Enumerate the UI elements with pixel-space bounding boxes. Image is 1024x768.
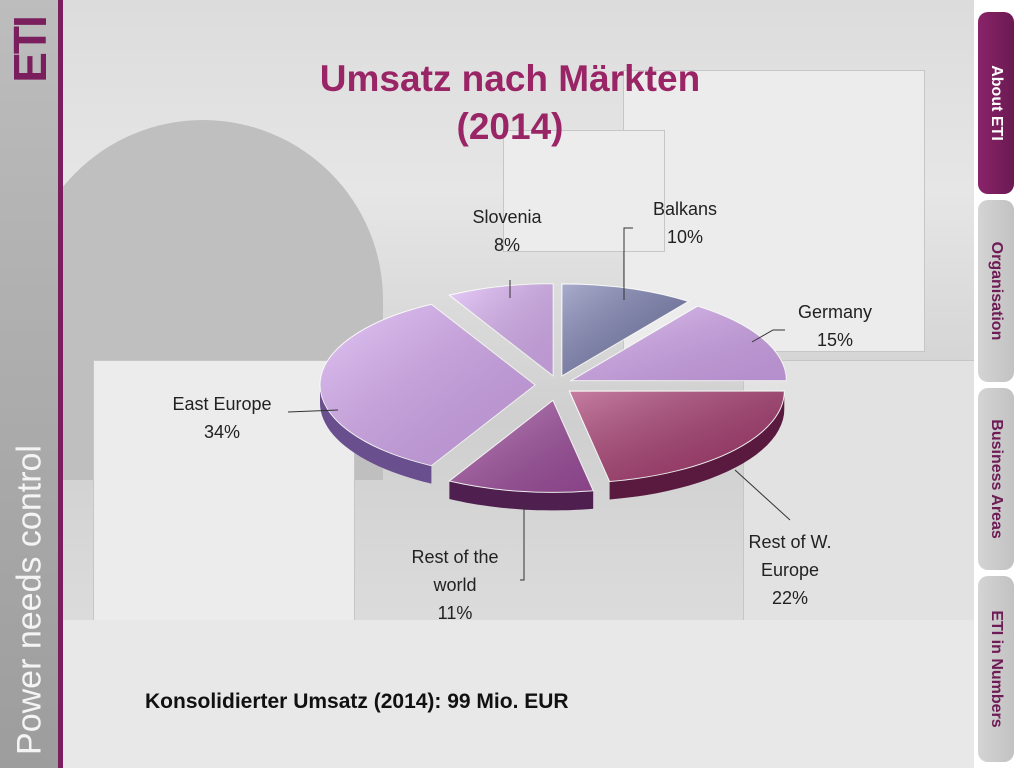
pie-slice-side — [449, 481, 594, 511]
right-navigation: About ETI Organisation Business Areas ET… — [974, 0, 1024, 768]
consolidated-revenue-note: Konsolidierter Umsatz (2014): 99 Mio. EU… — [145, 690, 569, 713]
chart-title: Umsatz nach Märkten (2014) — [290, 55, 730, 151]
pie-leader-line — [623, 227, 633, 300]
chart-title-line1: Umsatz nach Märkten — [319, 58, 701, 99]
pie-slice-highlight — [449, 283, 553, 376]
pie-slice-highlight — [449, 400, 594, 493]
nav-tab-label: Business Areas — [988, 419, 1005, 539]
chart-title-line2: (2014) — [456, 106, 564, 147]
nav-tab-eti-in-numbers[interactable]: ETI in Numbers — [978, 576, 1014, 762]
pie-leader-line — [751, 329, 785, 343]
pie-data-label: Balkans 10% — [653, 199, 717, 247]
left-brand-band: ETI Power needs control — [0, 0, 58, 768]
pie-slice-highlight — [569, 391, 785, 482]
background-photo — [63, 0, 974, 768]
pie-slice-highlight — [561, 283, 689, 376]
pie-slice-side — [609, 391, 785, 500]
pie-leader-line — [287, 409, 339, 413]
nav-tab-label: About ETI — [988, 65, 1005, 141]
pie-leader-line — [520, 505, 525, 581]
pie-slice-side — [320, 385, 432, 484]
pie-data-label: Rest of the world 11% — [411, 547, 498, 623]
pie-leader-line — [734, 469, 791, 521]
nav-tab-organisation[interactable]: Organisation — [978, 200, 1014, 382]
left-divider — [58, 0, 63, 768]
pie-slice-highlight — [320, 304, 535, 466]
pie-data-label: Germany 15% — [798, 302, 872, 350]
pie-data-label: East Europe 34% — [172, 394, 271, 442]
nav-tab-about-eti[interactable]: About ETI — [978, 12, 1014, 194]
nav-tab-label: Organisation — [988, 241, 1005, 341]
pie-data-label: Slovenia 8% — [472, 207, 542, 255]
nav-tab-label: ETI in Numbers — [988, 610, 1005, 728]
pie-data-label: Rest of W. Europe 22% — [748, 532, 831, 608]
nav-tab-business-areas[interactable]: Business Areas — [978, 388, 1014, 570]
pie-slice-highlight — [571, 306, 787, 381]
